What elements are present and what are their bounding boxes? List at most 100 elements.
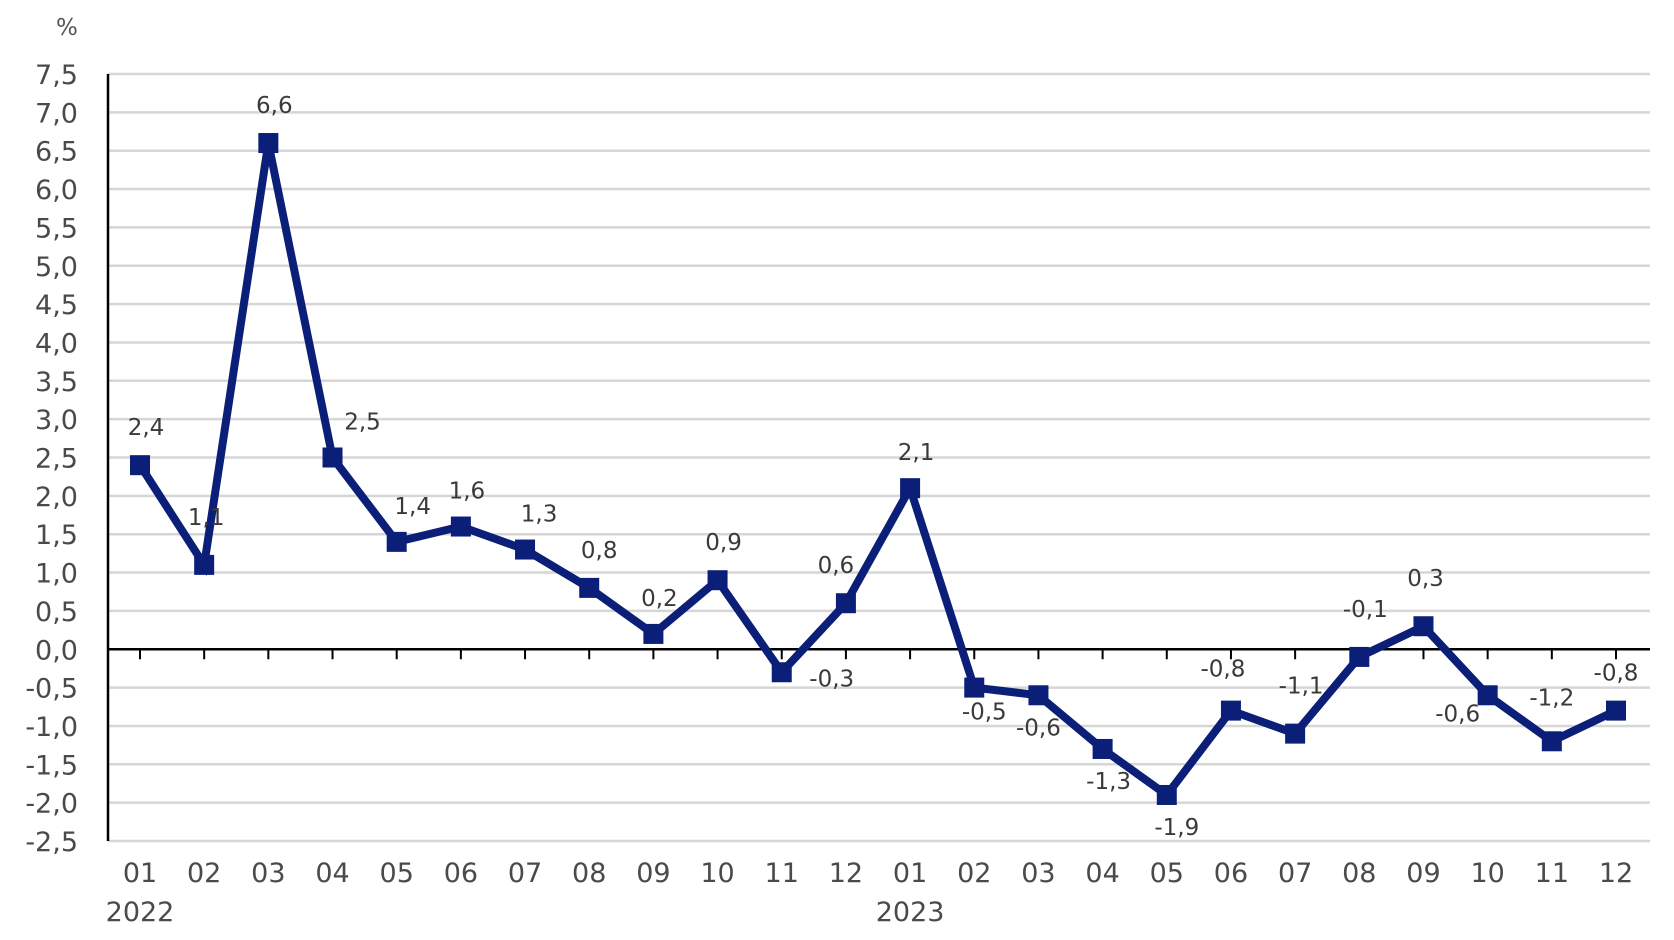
data-point <box>1092 738 1113 759</box>
data-label: 2,1 <box>898 440 935 466</box>
data-label: 1,3 <box>521 502 558 528</box>
data-label: -1,1 <box>1279 674 1324 700</box>
data-point <box>1477 685 1498 706</box>
y-tick-label: -0,5 <box>25 674 78 705</box>
data-label: 0,6 <box>818 553 855 579</box>
data-label: 0,2 <box>641 586 678 612</box>
data-point <box>194 554 215 575</box>
data-label: -0,6 <box>1435 701 1480 727</box>
y-tick-label: 0,5 <box>35 597 78 628</box>
x-tick-label: 06 <box>444 858 478 889</box>
data-point <box>771 662 792 683</box>
y-tick-label: 4,0 <box>35 328 78 359</box>
data-label: -1,2 <box>1529 685 1574 711</box>
x-tick-label: 10 <box>1470 858 1504 889</box>
data-point <box>1349 646 1370 667</box>
x-tick-label: 08 <box>572 858 606 889</box>
y-tick-label: 1,0 <box>35 559 78 590</box>
data-label: 6,6 <box>256 93 293 119</box>
series-line <box>136 142 1618 801</box>
x-tick-label: 05 <box>1150 858 1184 889</box>
series-markers <box>130 133 1626 805</box>
x-tick-label: 01 <box>893 858 927 889</box>
data-point <box>1220 700 1241 721</box>
data-point <box>1541 731 1562 752</box>
data-label: -1,9 <box>1154 815 1199 841</box>
x-tick-label: 06 <box>1214 858 1248 889</box>
x-tick-label: 10 <box>700 858 734 889</box>
y-axis-ticks: -2,5 -2,0 -1,5 -1,0 -0,5 0,0 0,5 1,0 1,5 2,0 2,5 3,… <box>25 60 78 858</box>
data-point <box>900 478 921 499</box>
x-tick-label: 01 <box>123 858 157 889</box>
y-tick-label: 6,0 <box>35 175 78 206</box>
x-tick-label: 07 <box>508 858 542 889</box>
x-tick-label: 05 <box>380 858 414 889</box>
grid-lines <box>108 72 1650 843</box>
y-tick-label: 7,5 <box>35 60 78 91</box>
data-label: -0,8 <box>1594 661 1639 687</box>
data-label: -1,3 <box>1086 769 1131 795</box>
data-label: 2,4 <box>128 415 165 441</box>
data-labels: 2,4 1,1 6,6 2,5 1,4 1,6 1,3 0,8 0,2 0,9 -0,3 0,6 2,1… <box>128 93 1639 841</box>
data-label: 0,8 <box>581 538 618 564</box>
y-tick-label: -2,0 <box>25 789 78 820</box>
x-tick-label: 09 <box>636 858 670 889</box>
data-label: 1,4 <box>394 494 431 520</box>
x-tick-label: 11 <box>1535 858 1569 889</box>
data-point <box>707 570 728 591</box>
data-label: -0,5 <box>962 700 1007 726</box>
x-tick-label: 12 <box>1599 858 1633 889</box>
year-label: 2022 <box>106 897 175 928</box>
y-tick-label: 1,5 <box>35 520 78 551</box>
y-tick-label: 6,5 <box>35 137 78 168</box>
x-tick-label: 11 <box>765 858 799 889</box>
year-label: 2023 <box>876 897 945 928</box>
x-tick-label: 08 <box>1342 858 1376 889</box>
y-tick-label: 7,0 <box>35 98 78 129</box>
data-point <box>515 539 536 560</box>
data-point <box>322 447 343 468</box>
x-tick-label: 07 <box>1278 858 1312 889</box>
data-point <box>1413 616 1434 637</box>
data-point <box>1606 700 1626 721</box>
data-point <box>258 133 279 154</box>
y-tick-label: -2,5 <box>25 827 78 858</box>
x-tick-label: 12 <box>829 858 863 889</box>
data-point <box>835 593 856 614</box>
y-tick-label: 4,5 <box>35 290 78 321</box>
y-tick-label: -1,0 <box>25 712 78 743</box>
data-label: 2,5 <box>344 410 381 436</box>
x-tick-label: 04 <box>315 858 349 889</box>
x-tick-label: 02 <box>957 858 991 889</box>
data-label: -0,3 <box>809 666 854 692</box>
data-point <box>450 516 471 537</box>
data-label: 0,9 <box>705 530 742 556</box>
data-point <box>130 455 150 476</box>
data-point <box>964 677 985 698</box>
x-tick-label: 02 <box>187 858 221 889</box>
x-axis-ticks: 01 02 03 04 05 06 07 08 09 10 11 12 01 02 03 04 05 06 07 08… <box>106 649 1633 928</box>
y-tick-label: -1,5 <box>25 750 78 781</box>
y-axis-unit-label: % <box>56 15 78 41</box>
y-tick-label: 2,5 <box>35 444 78 475</box>
data-label: -0,8 <box>1201 657 1246 683</box>
data-point <box>1156 784 1177 805</box>
data-label: 1,1 <box>188 505 225 531</box>
y-tick-label: 5,0 <box>35 252 78 283</box>
data-point <box>386 531 407 552</box>
x-tick-label: 09 <box>1406 858 1440 889</box>
x-tick-label: 03 <box>251 858 285 889</box>
data-label: -0,6 <box>1016 715 1061 741</box>
data-point <box>643 623 664 644</box>
data-label: -0,1 <box>1343 597 1388 623</box>
data-label: 1,6 <box>449 479 486 505</box>
data-point <box>1028 685 1049 706</box>
y-tick-label: 5,5 <box>35 213 78 244</box>
y-tick-label: 0,0 <box>35 635 78 666</box>
y-tick-label: 3,5 <box>35 367 78 398</box>
data-point <box>1285 723 1306 744</box>
y-tick-label: 2,0 <box>35 482 78 513</box>
x-tick-label: 04 <box>1085 858 1119 889</box>
x-tick-label: 03 <box>1021 858 1055 889</box>
